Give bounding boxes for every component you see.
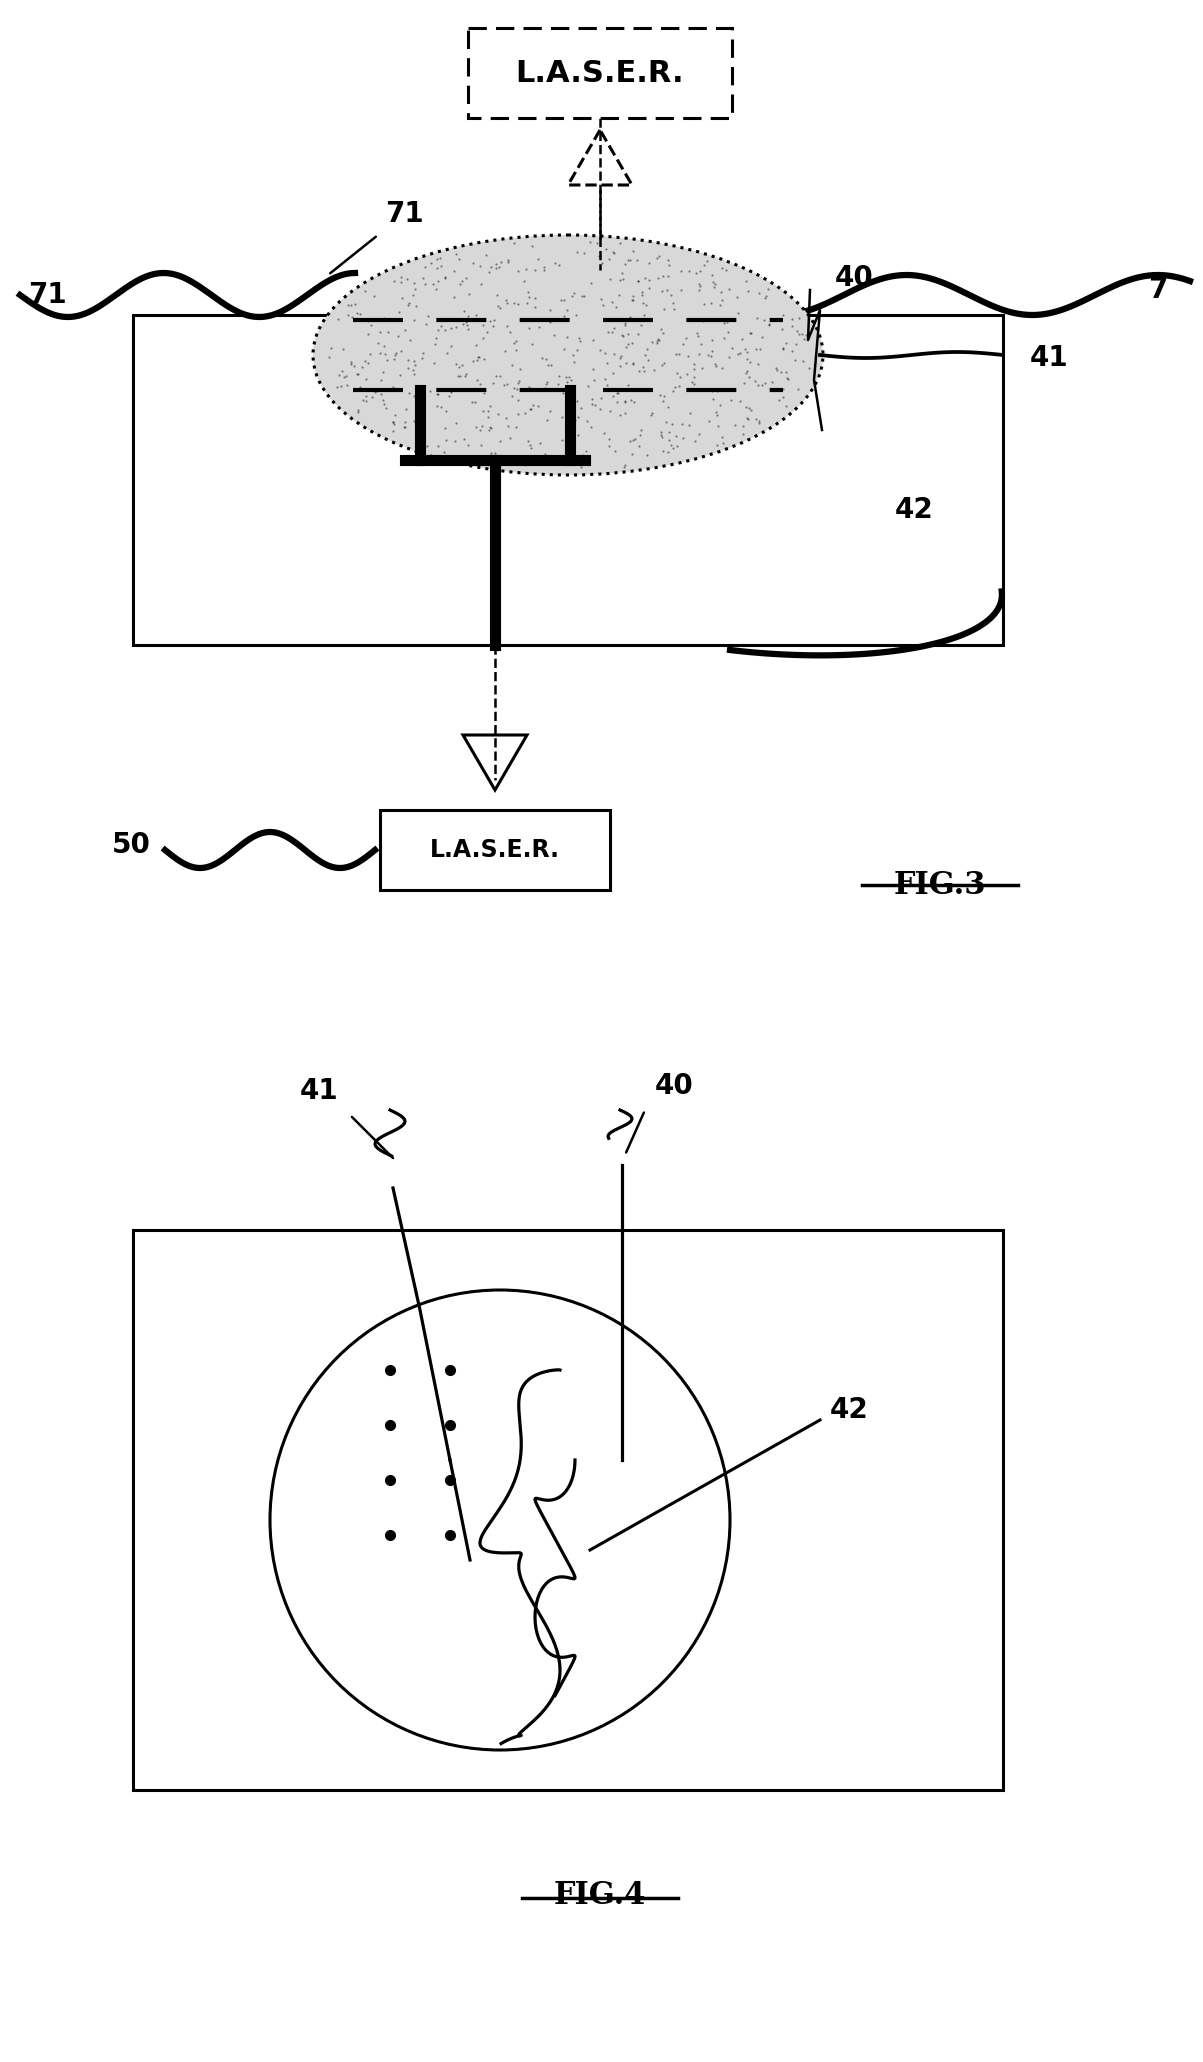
Text: 40: 40: [835, 264, 873, 293]
Text: 71: 71: [28, 280, 66, 309]
Bar: [468, 29, 731, 118]
Bar: [380, 810, 610, 891]
Text: 50: 50: [112, 831, 150, 860]
Text: 40: 40: [654, 1072, 694, 1099]
Text: L.A.S.E.R.: L.A.S.E.R.: [516, 58, 685, 87]
Bar: [134, 1231, 1003, 1790]
Ellipse shape: [313, 235, 823, 474]
Text: 41: 41: [300, 1076, 338, 1105]
Text: 41: 41: [1030, 344, 1068, 371]
Bar: [134, 315, 1003, 645]
Text: 71: 71: [385, 200, 423, 229]
Text: L.A.S.E.R.: L.A.S.E.R.: [429, 837, 561, 862]
Text: 42: 42: [895, 497, 934, 524]
Text: 42: 42: [830, 1396, 869, 1425]
Text: 7: 7: [1148, 276, 1167, 303]
Text: FIG.3: FIG.3: [894, 870, 986, 901]
Text: FIG.4: FIG.4: [553, 1881, 646, 1911]
